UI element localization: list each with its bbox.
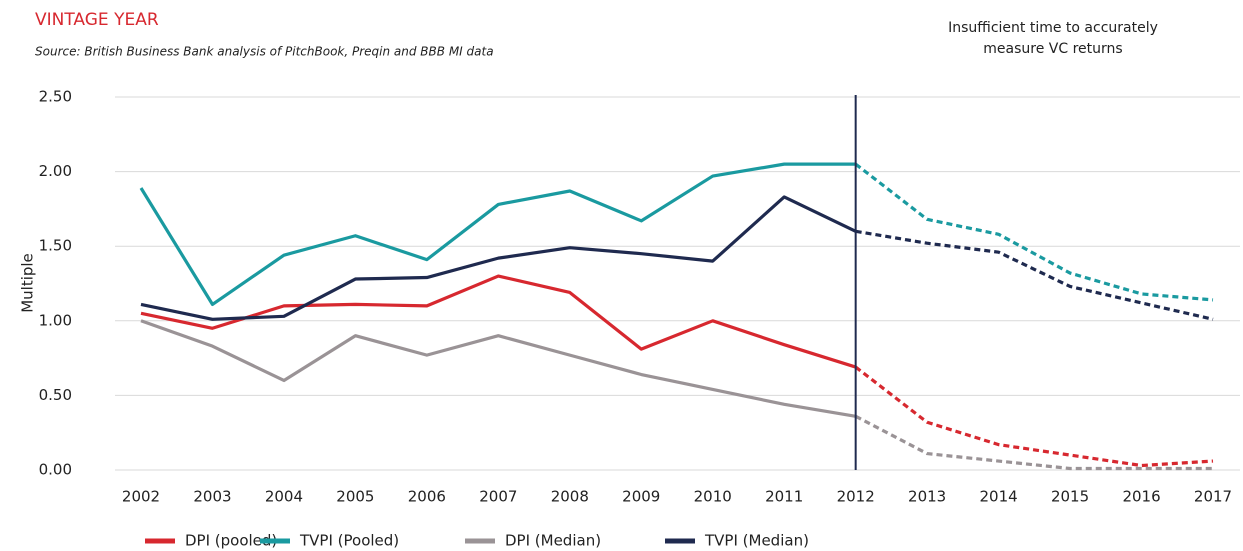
x-tick-label: 2002 xyxy=(122,488,160,506)
series-line xyxy=(139,162,856,306)
annotation: Insufficient time to accurately xyxy=(948,20,1158,36)
series-line xyxy=(854,414,1213,471)
x-tick-label: 2017 xyxy=(1194,488,1232,506)
y-tick-label: 1.00 xyxy=(39,311,72,329)
x-tick-label: 2015 xyxy=(1051,488,1089,506)
x-tick-label: 2014 xyxy=(980,488,1018,506)
y-axis-label: Multiple xyxy=(19,253,37,313)
chart-title: VINTAGE YEAR xyxy=(35,10,159,30)
legend-label: TVPI (Pooled) xyxy=(299,532,399,550)
series-line xyxy=(140,319,856,418)
x-tick-label: 2010 xyxy=(694,488,732,506)
x-tick-label: 2007 xyxy=(479,488,517,506)
series-line xyxy=(140,195,857,321)
x-tick-label: 2004 xyxy=(265,488,303,506)
x-tick-label: 2016 xyxy=(1122,488,1160,506)
legend-label: DPI (pooled) xyxy=(185,532,277,550)
x-tick-label: 2006 xyxy=(408,488,446,506)
x-tick-label: 2013 xyxy=(908,488,946,506)
x-tick-label: 2011 xyxy=(765,488,803,506)
series-line xyxy=(140,274,857,369)
x-tick-label: 2008 xyxy=(551,488,589,506)
legend-label: TVPI (Median) xyxy=(704,532,809,550)
y-tick-label: 2.50 xyxy=(39,88,72,106)
legend-label: DPI (Median) xyxy=(505,532,601,550)
chart-subtitle: Source: British Business Bank analysis o… xyxy=(35,45,494,59)
x-tick-label: 2005 xyxy=(336,488,374,506)
y-tick-label: 2.00 xyxy=(39,162,72,180)
x-tick-label: 2003 xyxy=(193,488,231,506)
series-line xyxy=(854,162,1214,302)
annotation: measure VC returns xyxy=(983,41,1122,57)
y-tick-label: 1.50 xyxy=(39,237,72,255)
series-line xyxy=(854,365,1214,468)
y-tick-label: 0.00 xyxy=(39,461,72,479)
x-tick-label: 2012 xyxy=(837,488,875,506)
y-tick-label: 0.50 xyxy=(39,386,72,404)
x-tick-label: 2009 xyxy=(622,488,660,506)
series-line xyxy=(855,229,1214,321)
